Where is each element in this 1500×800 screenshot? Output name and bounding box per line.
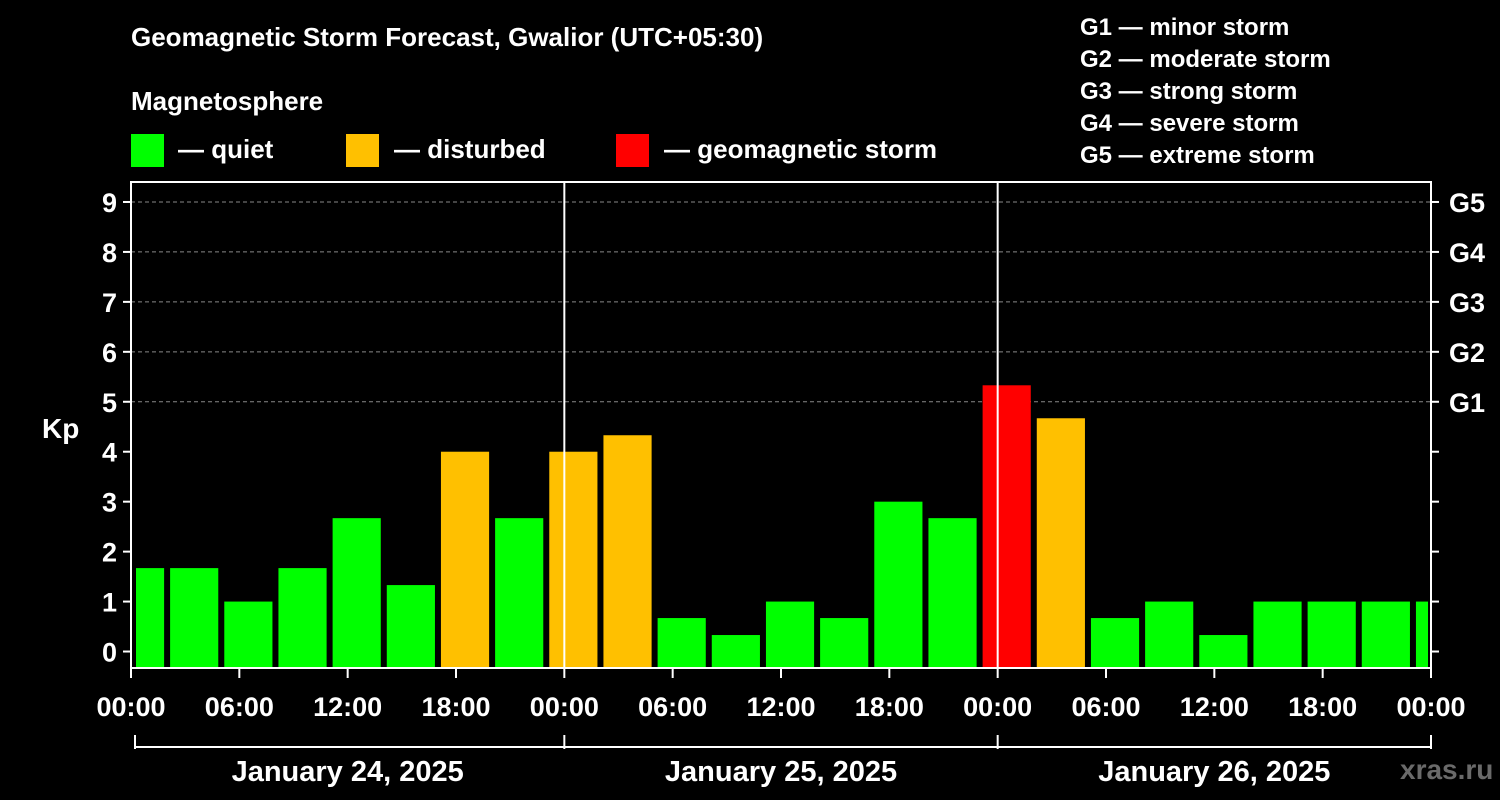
kp-bar-15: [874, 501, 923, 668]
day-label: January 24, 2025: [232, 756, 464, 788]
x-tick-label: 18:00: [1288, 692, 1357, 722]
y-tick-label: 3: [102, 488, 117, 518]
kp-bar-12: [711, 635, 760, 668]
kp-bar-4: [278, 568, 327, 668]
x-tick-label: 12:00: [313, 692, 382, 722]
storm-scale-g2: G2 — moderate storm: [1080, 46, 1331, 73]
kp-bar-14: [820, 618, 869, 668]
storm-scale-g1: G1 — minor storm: [1080, 14, 1290, 41]
kp-bar-5: [332, 518, 381, 668]
legend-label-storm: — geomagnetic storm: [664, 134, 938, 164]
y-axis-label: Kp: [42, 413, 79, 444]
kp-bar-10: [603, 435, 652, 668]
storm-scale-g5: G5 — extreme storm: [1080, 142, 1315, 169]
day-label: January 25, 2025: [665, 756, 897, 788]
g-scale-label: G2: [1449, 338, 1485, 368]
kp-bar-13: [765, 601, 815, 668]
y-tick-label: 0: [102, 638, 117, 668]
y-tick-label: 9: [102, 188, 117, 218]
legend-swatch-quiet: [131, 134, 164, 167]
kp-bar-20: [1145, 601, 1194, 668]
x-tick-label: 06:00: [1071, 692, 1140, 722]
kp-bar-6: [386, 585, 435, 668]
x-tick-label: 00:00: [96, 692, 165, 722]
x-tick-label: 00:00: [963, 692, 1032, 722]
y-tick-label: 6: [102, 338, 117, 368]
kp-bar-25: [1415, 601, 1428, 668]
g-scale-label: G1: [1449, 388, 1485, 418]
storm-scale-g3: G3 — strong storm: [1080, 78, 1298, 105]
y-tick-label: 5: [102, 388, 117, 418]
site-credit: xras.ru: [1400, 754, 1494, 785]
kp-bar-8: [495, 518, 544, 668]
kp-bar-2: [170, 568, 219, 668]
chart-title: Geomagnetic Storm Forecast, Gwalior (UTC…: [131, 22, 764, 52]
y-tick-label: 2: [102, 538, 117, 568]
x-tick-label: 18:00: [855, 692, 924, 722]
x-tick-label: 06:00: [205, 692, 274, 722]
legend-heading: Magnetosphere: [131, 86, 324, 116]
storm-scale-g4: G4 — severe storm: [1080, 110, 1299, 137]
y-tick-label: 8: [102, 238, 117, 268]
day-label: January 26, 2025: [1098, 756, 1330, 788]
kp-bar-11: [657, 618, 706, 668]
g-scale-label: G3: [1449, 288, 1485, 318]
g-scale-label: G4: [1449, 238, 1485, 268]
kp-bar-18: [1036, 418, 1085, 668]
x-tick-label: 18:00: [421, 692, 490, 722]
kp-bar-22: [1253, 601, 1302, 668]
kp-bar-21: [1199, 635, 1248, 668]
legend-label-disturbed: — disturbed: [394, 134, 546, 164]
kp-bar-16: [928, 518, 977, 668]
kp-bar-24: [1361, 601, 1410, 668]
x-tick-label: 00:00: [1396, 692, 1465, 722]
kp-bar-17: [982, 385, 1031, 668]
x-tick-label: 12:00: [1180, 692, 1249, 722]
kp-bar-19: [1090, 618, 1140, 668]
g-scale-label: G5: [1449, 188, 1485, 218]
kp-bar-3: [224, 601, 273, 668]
y-tick-label: 4: [102, 438, 117, 468]
kp-bar-9: [549, 451, 598, 668]
legend-swatch-storm: [616, 134, 649, 167]
x-tick-label: 00:00: [530, 692, 599, 722]
kp-bar-1: [136, 568, 165, 668]
kp-bar-23: [1307, 601, 1356, 668]
legend-label-quiet: — quiet: [178, 134, 274, 164]
y-tick-label: 1: [102, 588, 117, 618]
x-tick-label: 06:00: [638, 692, 707, 722]
legend-swatch-disturbed: [346, 134, 379, 167]
kp-bar-7: [440, 451, 490, 668]
x-tick-label: 12:00: [746, 692, 815, 722]
y-tick-label: 7: [102, 288, 117, 318]
